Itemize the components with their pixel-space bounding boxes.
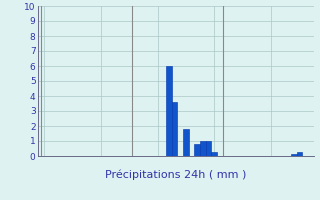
Bar <box>200 141 206 156</box>
Bar <box>166 66 172 156</box>
Bar <box>212 152 217 156</box>
X-axis label: Précipitations 24h ( mm ): Précipitations 24h ( mm ) <box>105 170 247 180</box>
Bar <box>206 141 212 156</box>
Bar <box>183 129 189 156</box>
Bar <box>172 102 177 156</box>
Bar <box>291 154 297 156</box>
Bar <box>195 144 200 156</box>
Bar <box>297 152 302 156</box>
